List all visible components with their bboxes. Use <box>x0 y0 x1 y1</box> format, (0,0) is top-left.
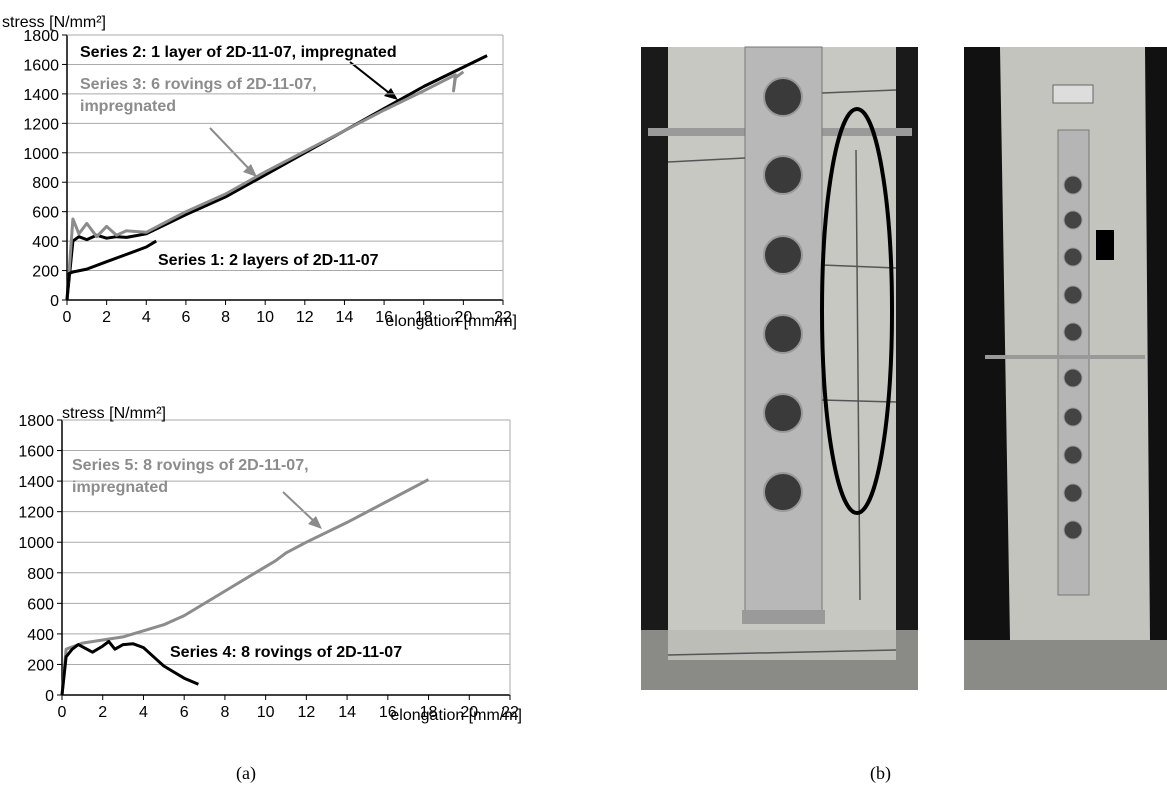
y-tick-label: 1000 <box>23 146 59 163</box>
x-tick-label: 4 <box>142 309 151 326</box>
series-label: Series 5: 8 rovings of 2D-11-07, impregn… <box>72 455 309 499</box>
x-tick-label: 2 <box>98 704 107 721</box>
y-axis-label: stress [N/mm²] <box>62 405 166 423</box>
series-label: Series 2: 1 layer of 2D-11-07, impregnat… <box>80 42 397 64</box>
x-tick-label: 12 <box>296 309 314 326</box>
x-tick-label: 0 <box>63 309 72 326</box>
specimen-base <box>668 630 896 660</box>
y-tick-label: 800 <box>32 175 59 192</box>
y-tick-label: 200 <box>32 264 59 281</box>
x-tick-label: 14 <box>336 309 354 326</box>
arrow <box>210 128 252 172</box>
y-axis-label: stress [N/mm²] <box>2 14 106 32</box>
figure: 0200400600800100012001400160018000246810… <box>0 0 1167 805</box>
x-tick-label: 10 <box>257 704 275 721</box>
x-tick-label: 2 <box>102 309 111 326</box>
x-tick-label: 8 <box>221 309 230 326</box>
x-tick-label: 4 <box>139 704 148 721</box>
y-tick-label: 1000 <box>18 535 54 552</box>
series-label: Series 1: 2 layers of 2D-11-07 <box>158 250 379 272</box>
x-axis-label: elongation [mm/m] <box>390 707 522 725</box>
y-tick-label: 400 <box>32 234 59 251</box>
arrow <box>350 62 393 96</box>
x-tick-label: 0 <box>58 704 67 721</box>
y-tick-label: 0 <box>45 688 54 705</box>
x-tick-label: 8 <box>220 704 229 721</box>
y-tick-label: 1800 <box>18 413 54 430</box>
y-tick-label: 400 <box>27 627 54 644</box>
caption: (a) <box>236 763 256 784</box>
x-tick-label: 12 <box>297 704 315 721</box>
y-tick-label: 1600 <box>23 57 59 74</box>
y-tick-label: 1400 <box>23 87 59 104</box>
clamp <box>964 640 1167 690</box>
y-tick-label: 600 <box>32 205 59 222</box>
x-tick-label: 6 <box>181 309 190 326</box>
y-tick-label: 200 <box>27 657 54 674</box>
y-tick-label: 1200 <box>23 116 59 133</box>
y-tick-label: 800 <box>27 566 54 583</box>
y-tick-label: 600 <box>27 596 54 613</box>
x-tick-label: 14 <box>338 704 356 721</box>
photo-left <box>641 47 918 690</box>
y-tick-label: 0 <box>50 293 59 310</box>
caption: (b) <box>870 763 891 784</box>
series-label: Series 4: 8 rovings of 2D-11-07 <box>170 642 402 664</box>
x-axis-label: elongation [mm/m] <box>385 313 517 331</box>
plate-foot <box>742 610 825 624</box>
series-label: Series 3: 6 rovings of 2D-11-07, impregn… <box>80 74 317 118</box>
scale-marker <box>1096 230 1114 260</box>
y-tick-label: 1400 <box>18 474 54 491</box>
y-tick-label: 1200 <box>18 505 54 522</box>
photo-right <box>964 47 1167 690</box>
x-tick-label: 6 <box>180 704 189 721</box>
canvas: 0200400600800100012001400160018000246810… <box>0 0 1167 805</box>
y-tick-label: 1600 <box>18 444 54 461</box>
gauge <box>1053 85 1093 103</box>
x-tick-label: 10 <box>256 309 274 326</box>
